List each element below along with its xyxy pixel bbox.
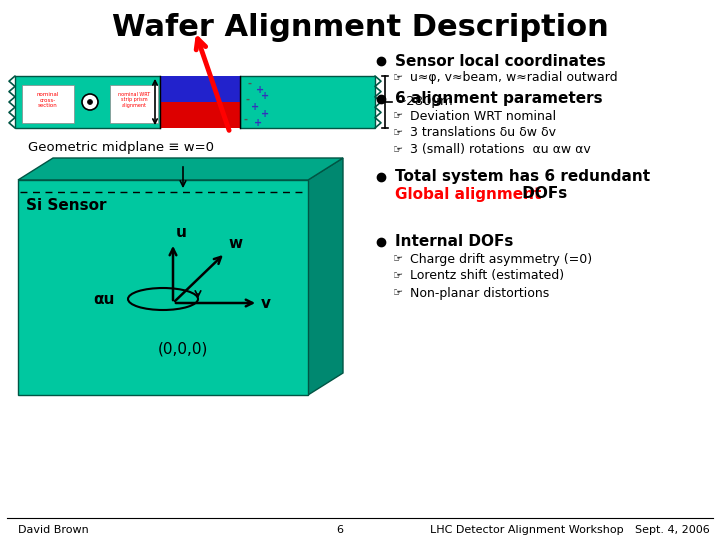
Text: Sept. 4, 2006: Sept. 4, 2006 <box>635 525 710 535</box>
Bar <box>22 85 74 123</box>
Text: Charge drift asymmetry (=0): Charge drift asymmetry (=0) <box>410 253 592 266</box>
Text: -: - <box>244 115 248 125</box>
Text: Si Sensor: Si Sensor <box>26 198 107 213</box>
Text: nominal
cross-
section: nominal cross- section <box>37 92 59 109</box>
Bar <box>160 76 240 102</box>
Text: Lorentz shift (estimated): Lorentz shift (estimated) <box>410 269 564 282</box>
Text: w: w <box>228 236 242 251</box>
Text: nominal WRT
strip prism
alignment: nominal WRT strip prism alignment <box>118 92 150 109</box>
Text: 6: 6 <box>336 525 343 535</box>
Bar <box>110 85 158 123</box>
Text: Global alignment: Global alignment <box>395 186 541 201</box>
Text: Total system has 6 redundant: Total system has 6 redundant <box>395 170 650 185</box>
Text: ☞: ☞ <box>393 73 403 83</box>
Polygon shape <box>308 158 343 395</box>
Text: ☞: ☞ <box>393 271 403 281</box>
Text: αu: αu <box>93 292 114 307</box>
Polygon shape <box>18 180 308 395</box>
Polygon shape <box>18 158 343 180</box>
Text: LHC Detector Alignment Workshop: LHC Detector Alignment Workshop <box>430 525 624 535</box>
Text: +: + <box>261 109 269 119</box>
Text: Geometric midplane ≡ w=0: Geometric midplane ≡ w=0 <box>28 141 214 154</box>
Text: +: + <box>256 85 264 95</box>
Circle shape <box>82 94 98 110</box>
Text: +: + <box>251 102 259 112</box>
Text: David Brown: David Brown <box>18 525 89 535</box>
Text: ☞: ☞ <box>393 288 403 298</box>
Polygon shape <box>15 76 160 128</box>
Circle shape <box>88 99 92 105</box>
Text: ☞: ☞ <box>393 145 403 155</box>
Text: Sensor local coordinates: Sensor local coordinates <box>395 53 606 69</box>
Text: -: - <box>246 95 250 105</box>
Text: u: u <box>176 225 187 240</box>
Text: DOFs: DOFs <box>517 186 567 201</box>
Polygon shape <box>240 76 375 128</box>
Text: +: + <box>254 118 262 128</box>
Text: +: + <box>261 91 269 101</box>
Text: 3 translations δu δw δv: 3 translations δu δw δv <box>410 126 556 139</box>
Text: v: v <box>261 295 271 310</box>
Text: ☞: ☞ <box>393 254 403 264</box>
Text: 6 alignment parameters: 6 alignment parameters <box>395 91 603 106</box>
Text: -: - <box>248 79 252 89</box>
Text: Non-planar distortions: Non-planar distortions <box>410 287 549 300</box>
Text: ☞: ☞ <box>393 128 403 138</box>
Text: Deviation WRT nominal: Deviation WRT nominal <box>410 110 556 123</box>
Text: Wafer Alignment Description: Wafer Alignment Description <box>112 13 608 42</box>
Text: (0,0,0): (0,0,0) <box>158 341 208 356</box>
Text: Internal DOFs: Internal DOFs <box>395 234 513 249</box>
Text: ☞: ☞ <box>393 111 403 121</box>
Bar <box>160 102 240 128</box>
Text: ~280μm: ~280μm <box>396 96 454 109</box>
Text: u≈φ, v≈beam, w≈radial outward: u≈φ, v≈beam, w≈radial outward <box>410 71 618 84</box>
Text: 3 (small) rotations  αu αw αv: 3 (small) rotations αu αw αv <box>410 144 590 157</box>
